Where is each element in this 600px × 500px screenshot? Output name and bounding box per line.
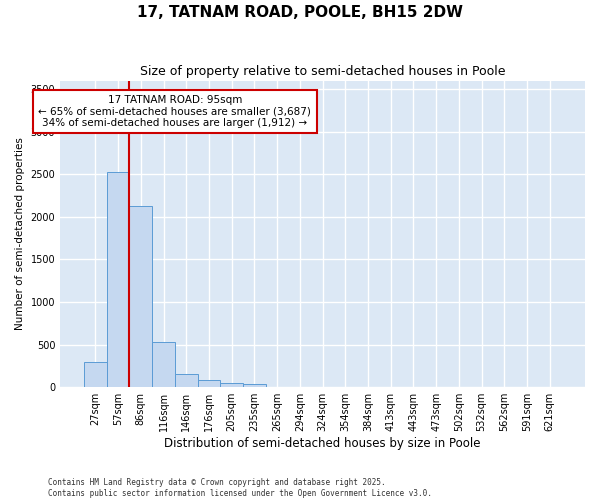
- Text: Contains HM Land Registry data © Crown copyright and database right 2025.
Contai: Contains HM Land Registry data © Crown c…: [48, 478, 432, 498]
- X-axis label: Distribution of semi-detached houses by size in Poole: Distribution of semi-detached houses by …: [164, 437, 481, 450]
- Bar: [197, 380, 220, 387]
- Bar: [243, 384, 266, 387]
- Bar: [220, 382, 243, 387]
- Title: Size of property relative to semi-detached houses in Poole: Size of property relative to semi-detach…: [140, 65, 505, 78]
- Bar: [107, 172, 130, 387]
- Text: 17 TATNAM ROAD: 95sqm
← 65% of semi-detached houses are smaller (3,687)
34% of s: 17 TATNAM ROAD: 95sqm ← 65% of semi-deta…: [38, 95, 311, 128]
- Bar: [175, 374, 197, 387]
- Text: 17, TATNAM ROAD, POOLE, BH15 2DW: 17, TATNAM ROAD, POOLE, BH15 2DW: [137, 5, 463, 20]
- Bar: [84, 362, 107, 387]
- Bar: [152, 342, 175, 387]
- Bar: [130, 206, 152, 387]
- Y-axis label: Number of semi-detached properties: Number of semi-detached properties: [15, 138, 25, 330]
